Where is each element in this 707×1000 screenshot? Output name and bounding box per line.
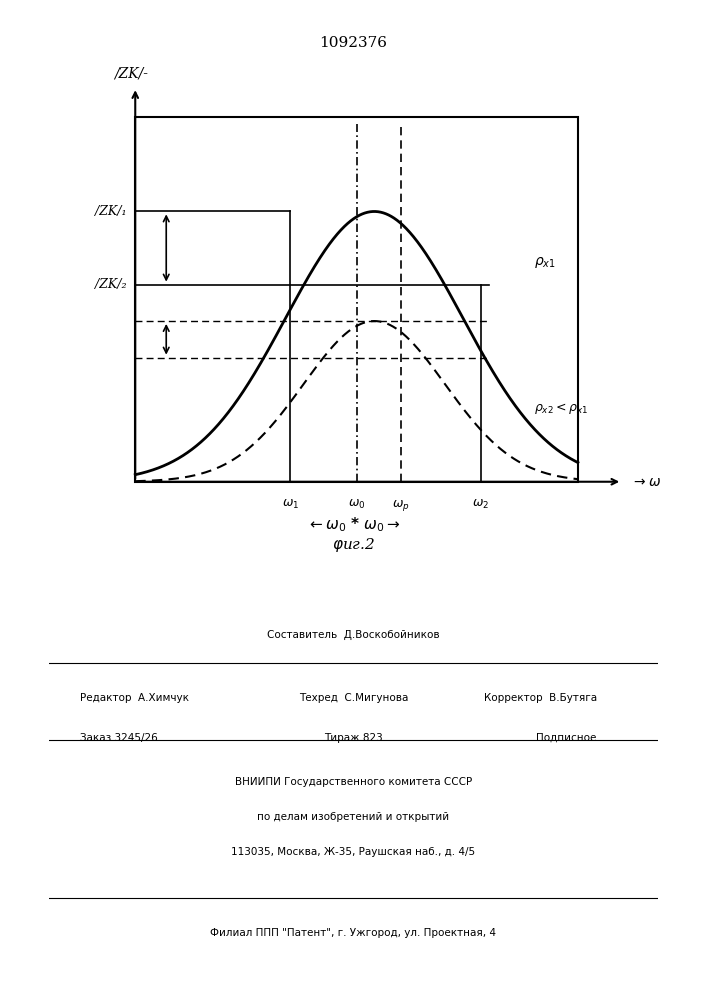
Text: Техред  С.Мигунова: Техред С.Мигунова [299, 693, 408, 703]
Bar [135, 117, 578, 482]
Text: $\rho_{x1}$: $\rho_{x1}$ [534, 255, 556, 270]
Text: $\omega_p$: $\omega_p$ [392, 498, 409, 513]
Text: /ZK/₁: /ZK/₁ [95, 205, 127, 218]
Text: 1092376: 1092376 [320, 36, 387, 50]
Text: Корректор  В.Бутяга: Корректор В.Бутяга [484, 693, 597, 703]
Text: $\leftarrow\omega_0\ \mathbf{*}\ \omega_0\rightarrow$: $\leftarrow\omega_0\ \mathbf{*}\ \omega_… [307, 516, 400, 534]
Text: $\rho_{x2}<\rho_{x1}$: $\rho_{x2}<\rho_{x1}$ [534, 401, 588, 416]
Text: /ZK/₂: /ZK/₂ [95, 278, 127, 291]
Text: Заказ 3245/26: Заказ 3245/26 [80, 733, 158, 743]
Text: $\omega_0$: $\omega_0$ [348, 498, 366, 511]
Text: Филиал ППП "Патент", г. Ужгород, ул. Проектная, 4: Филиал ППП "Патент", г. Ужгород, ул. Про… [211, 928, 496, 938]
Text: 113035, Москва, Ж-35, Раушская наб., д. 4/5: 113035, Москва, Ж-35, Раушская наб., д. … [231, 847, 476, 857]
Text: Составитель  Д.Воскобойников: Составитель Д.Воскобойников [267, 630, 440, 640]
Text: ВНИИПИ Государственного комитета СССР: ВНИИПИ Государственного комитета СССР [235, 777, 472, 787]
Text: по делам изобретений и открытий: по делам изобретений и открытий [257, 812, 450, 822]
Text: Подписное: Подписное [537, 733, 597, 743]
Text: /ZK/-: /ZK/- [114, 66, 148, 80]
Text: Редактор  А.Химчук: Редактор А.Химчук [80, 693, 189, 703]
Text: $\omega_2$: $\omega_2$ [472, 498, 489, 511]
Text: Тираж 823: Тираж 823 [324, 733, 383, 743]
Text: $\varphi$иг.2: $\varphi$иг.2 [332, 536, 375, 554]
Text: $\omega_1$: $\omega_1$ [281, 498, 299, 511]
Text: $\rightarrow\omega$: $\rightarrow\omega$ [631, 475, 661, 489]
